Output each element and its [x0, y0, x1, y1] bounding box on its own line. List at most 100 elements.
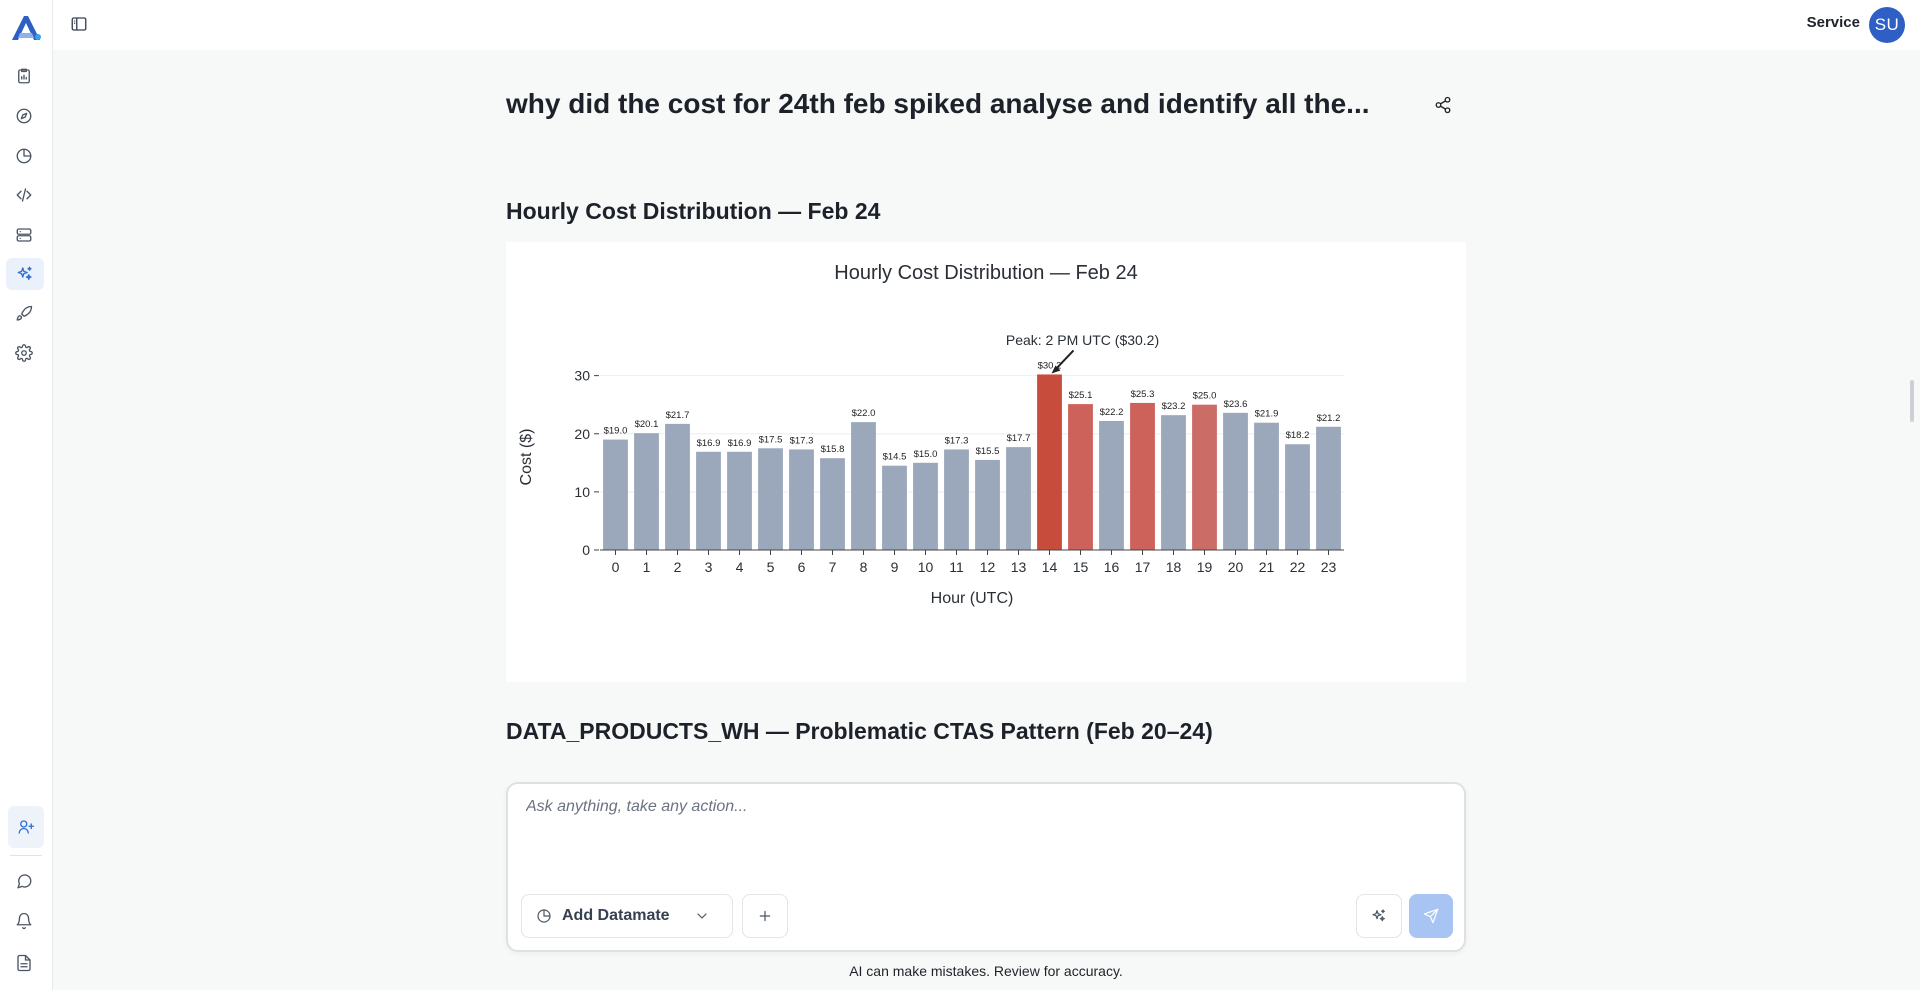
- bell-icon[interactable]: [12, 909, 36, 933]
- x-tick-label: 9: [891, 559, 899, 575]
- bar: [1316, 426, 1341, 550]
- x-axis-label: Hour (UTC): [931, 590, 1014, 607]
- x-tick-label: 10: [918, 559, 934, 575]
- bar-data-label: $17.7: [1007, 433, 1031, 444]
- x-tick-label: 19: [1197, 559, 1213, 575]
- bar: [1068, 404, 1093, 550]
- bar: [1192, 404, 1217, 550]
- bar: [882, 465, 907, 550]
- x-tick-label: 7: [829, 559, 837, 575]
- y-tick-label: 0: [582, 542, 590, 558]
- peak-annotation-arrowhead: [1051, 365, 1061, 374]
- bar-data-label: $18.2: [1286, 430, 1310, 441]
- bar: [1006, 447, 1031, 550]
- pie-chart-icon: [537, 909, 551, 923]
- bar-data-label: $22.0: [852, 408, 876, 419]
- bar-data-label: $21.9: [1255, 409, 1279, 420]
- settings-gear-icon[interactable]: [12, 341, 36, 365]
- bar-data-label: $20.1: [635, 419, 659, 430]
- enhance-prompt-button[interactable]: [1356, 894, 1402, 938]
- send-icon: [1423, 908, 1439, 924]
- bar-data-label: $16.9: [728, 438, 752, 449]
- bar-data-label: $14.5: [883, 452, 907, 463]
- y-tick-label: 30: [574, 368, 590, 384]
- bar: [1130, 402, 1155, 550]
- send-button[interactable]: [1409, 894, 1453, 938]
- bar-data-label: $23.6: [1224, 399, 1248, 410]
- add-datamate-button[interactable]: Add Datamate: [521, 894, 733, 938]
- bar: [789, 449, 814, 550]
- bar: [1223, 412, 1248, 550]
- bar: [603, 439, 628, 550]
- bar-data-label: $30.2: [1038, 360, 1062, 371]
- chat-composer: Add Datamate: [506, 782, 1466, 952]
- sidebar: [0, 0, 53, 990]
- bar-data-label: $15.8: [821, 444, 845, 455]
- sparkle-icon: [1372, 909, 1385, 922]
- x-tick-label: 23: [1321, 559, 1337, 575]
- add-attachment-button[interactable]: [742, 894, 788, 938]
- bar: [758, 448, 783, 550]
- bar: [696, 451, 721, 550]
- server-icon[interactable]: [12, 223, 36, 247]
- peak-annotation-label: Peak: 2 PM UTC ($30.2): [1006, 332, 1159, 348]
- x-tick-label: 12: [980, 559, 996, 575]
- ctas-section-heading: DATA_PRODUCTS_WH — Problematic CTAS Patt…: [506, 718, 1213, 744]
- user-name[interactable]: Service: [1806, 14, 1860, 31]
- x-tick-label: 5: [767, 559, 775, 575]
- page-title: why did the cost for 24th feb spiked ana…: [506, 88, 1370, 119]
- avatar[interactable]: SU: [1869, 7, 1905, 43]
- invite-user-icon[interactable]: [8, 806, 44, 848]
- bar-data-label: $16.9: [697, 438, 721, 449]
- x-tick-label: 18: [1166, 559, 1182, 575]
- chart-title: Hourly Cost Distribution — Feb 24: [834, 262, 1137, 284]
- bar: [975, 459, 1000, 550]
- sidebar-divider: [10, 855, 42, 856]
- code-icon[interactable]: [12, 183, 36, 207]
- bar-data-label: $19.0: [604, 426, 628, 437]
- scrollbar-thumb[interactable]: [1910, 380, 1914, 422]
- y-tick-label: 10: [574, 484, 590, 500]
- bar: [820, 458, 845, 550]
- chat-input[interactable]: [526, 798, 1426, 816]
- y-tick-label: 20: [574, 426, 590, 442]
- bar: [1285, 444, 1310, 550]
- top-bar: Service SU: [53, 0, 1920, 50]
- peak-annotation-arrow: [1054, 349, 1075, 371]
- ai-disclaimer: AI can make mistakes. Review for accurac…: [849, 963, 1123, 979]
- x-tick-label: 3: [705, 559, 713, 575]
- y-axis-label: Cost ($): [518, 429, 535, 486]
- document-icon[interactable]: [12, 951, 36, 975]
- bar-data-label: $15.0: [914, 449, 938, 460]
- x-tick-label: 11: [949, 559, 964, 575]
- bar-data-label: $21.7: [666, 410, 690, 421]
- x-tick-label: 21: [1259, 559, 1275, 575]
- x-tick-label: 2: [674, 559, 682, 575]
- pie-chart-icon[interactable]: [12, 144, 36, 168]
- x-tick-label: 4: [736, 559, 744, 575]
- bar: [634, 433, 659, 550]
- add-datamate-label: Add Datamate: [562, 907, 670, 924]
- bar-data-label: $17.5: [759, 434, 783, 445]
- rocket-icon[interactable]: [12, 302, 36, 326]
- clipboard-report-icon[interactable]: [12, 64, 36, 88]
- sidebar-toggle-icon[interactable]: [70, 15, 90, 35]
- ai-sparkle-icon[interactable]: [6, 258, 44, 290]
- chart-card: Hourly Cost Distribution — Feb 24 0 10 20 30…: [506, 242, 1466, 682]
- bar-data-label: $25.0: [1193, 391, 1217, 402]
- x-tick-label: 8: [860, 559, 868, 575]
- x-tick-label: 0: [612, 559, 620, 575]
- bar: [1161, 415, 1186, 550]
- bar-data-label: $17.3: [945, 435, 969, 446]
- bar-data-label: $17.3: [790, 435, 814, 446]
- bar-data-label: $21.2: [1317, 413, 1341, 424]
- x-tick-label: 16: [1104, 559, 1120, 575]
- chat-bubble-icon[interactable]: [12, 869, 36, 893]
- compass-icon[interactable]: [12, 104, 36, 128]
- bar-data-label: $23.2: [1162, 401, 1186, 412]
- share-icon[interactable]: [1434, 96, 1454, 116]
- chevron-down-icon: [696, 913, 707, 919]
- app-logo[interactable]: [9, 13, 43, 43]
- bar: [1254, 422, 1279, 550]
- bar: [913, 462, 938, 550]
